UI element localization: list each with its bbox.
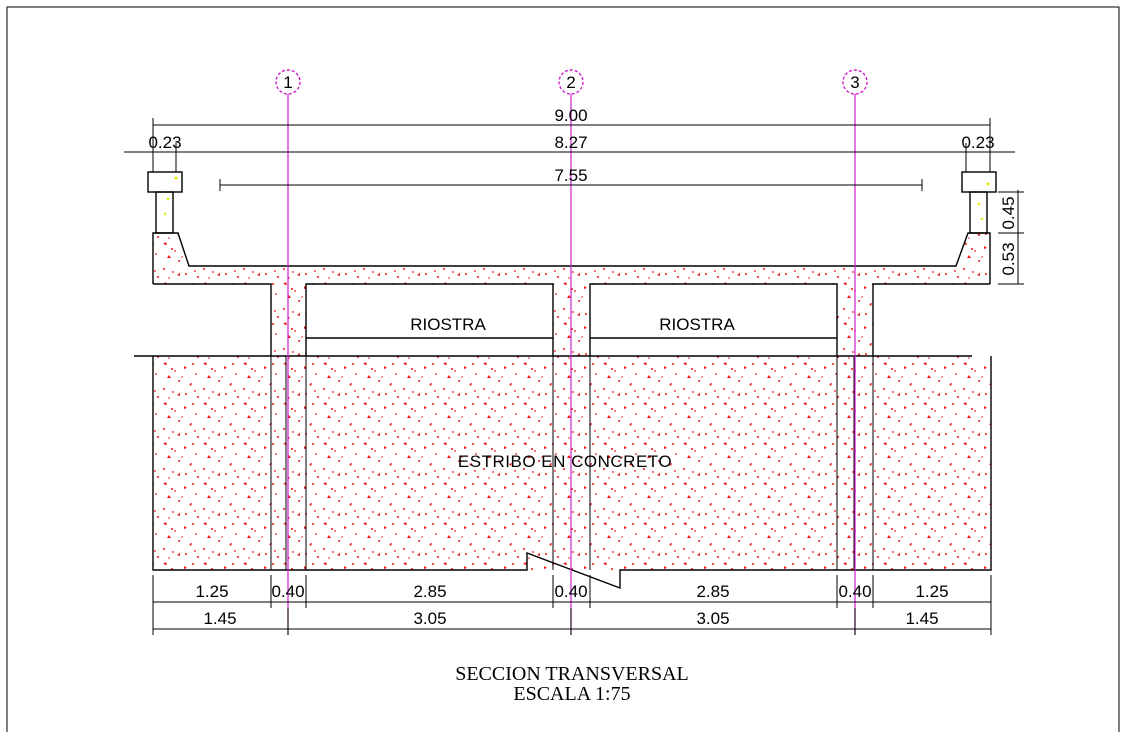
concrete-fill xyxy=(153,233,991,570)
sheet-border xyxy=(6,6,1120,732)
dim-inner: 8.27 xyxy=(554,133,587,152)
drawing-title: SECCION TRANSVERSAL ESCALA 1:75 xyxy=(455,663,689,705)
dimension-bottom-row2: 1.45 3.05 3.05 1.45 xyxy=(153,608,991,635)
railing-right xyxy=(961,171,997,234)
axis-3-label: 3 xyxy=(850,73,859,92)
dim-b1-4: 2.85 xyxy=(696,582,729,601)
riostra-left-label: RIOSTRA xyxy=(410,315,486,334)
axis-bubble-1: 1 xyxy=(275,69,301,95)
abutment: ESTRIBO EN CONCRETO xyxy=(152,356,992,590)
dimension-inner: 8.27 0.23 0.23 xyxy=(124,133,1015,172)
axis-2-label: 2 xyxy=(566,73,575,92)
riostra-left: RIOSTRA xyxy=(306,315,553,339)
dim-rail-height: 0.45 xyxy=(999,196,1018,229)
dim-slab: 7.55 xyxy=(554,166,587,185)
dim-b2-0: 1.45 xyxy=(203,609,236,628)
dim-right-edge: 0.23 xyxy=(961,133,994,152)
dim-b1-6: 1.25 xyxy=(915,582,948,601)
dim-slab-depth: 0.53 xyxy=(999,242,1018,275)
dimension-overall: 9.00 xyxy=(152,106,991,172)
title-line2: ESCALA 1:75 xyxy=(513,683,630,705)
dim-b1-1: 0.40 xyxy=(271,582,304,601)
axis-bubble-2: 2 xyxy=(558,69,584,95)
axis-bubble-3: 3 xyxy=(842,69,868,95)
dim-b1-0: 1.25 xyxy=(195,582,228,601)
dim-b1-3: 0.40 xyxy=(554,582,587,601)
dimension-slab: 7.55 xyxy=(219,166,923,191)
estribo-label: ESTRIBO EN CONCRETO xyxy=(458,452,672,471)
riostra-right-label: RIOSTRA xyxy=(659,315,735,334)
axis-1-label: 1 xyxy=(283,73,292,92)
dim-overall: 9.00 xyxy=(554,106,587,125)
riostra-right: RIOSTRA xyxy=(590,315,837,339)
dim-b2-1: 3.05 xyxy=(413,609,446,628)
dim-b2-3: 1.45 xyxy=(905,609,938,628)
dimension-bottom-row1: 1.25 0.40 2.85 0.40 2.85 0.40 1.25 xyxy=(152,575,992,635)
dimension-vertical: 0.45 0.53 xyxy=(998,190,1024,285)
axis-lines xyxy=(287,94,856,635)
title-line1: SECCION TRANSVERSAL xyxy=(455,663,689,685)
dim-b1-2: 2.85 xyxy=(413,582,446,601)
dim-left-edge: 0.23 xyxy=(148,133,181,152)
dim-b2-2: 3.05 xyxy=(696,609,729,628)
railing-left xyxy=(147,171,183,234)
dim-b1-5: 0.40 xyxy=(838,582,871,601)
